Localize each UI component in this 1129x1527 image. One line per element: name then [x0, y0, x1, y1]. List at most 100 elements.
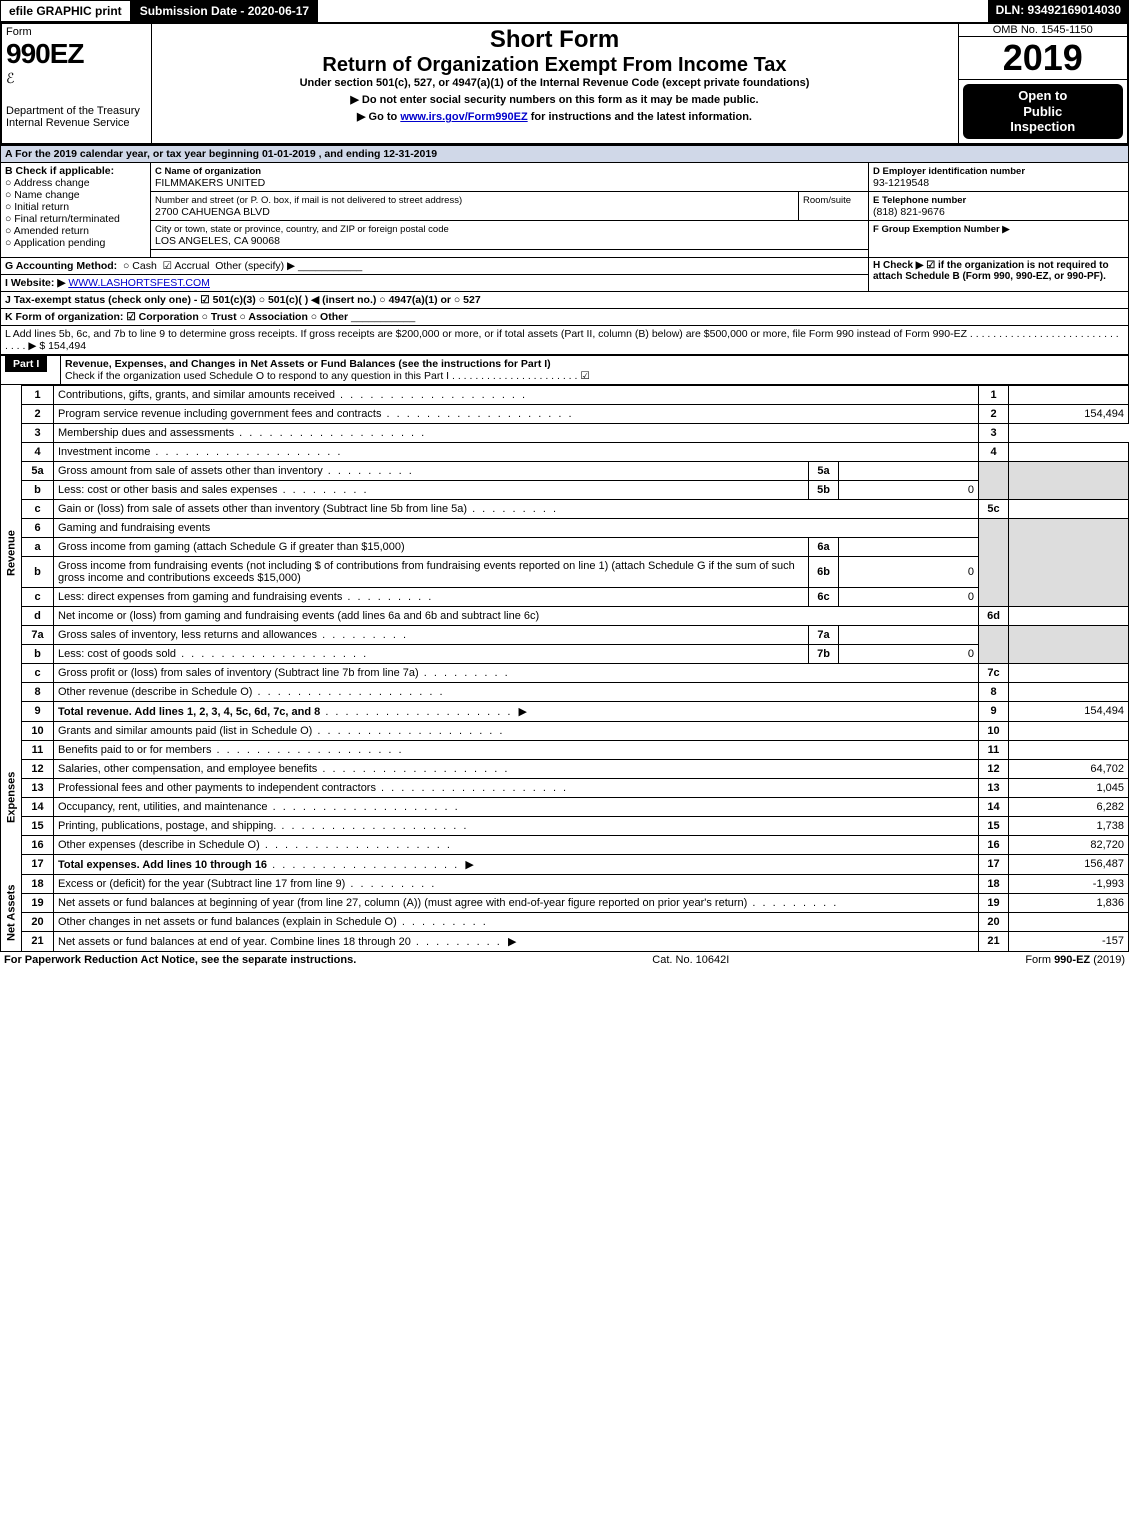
line-num: 1 [22, 385, 54, 404]
line-desc: Net income or (loss) from gaming and fun… [54, 606, 979, 625]
top-bar: efile GRAPHIC print Submission Date - 20… [0, 0, 1129, 22]
line-rnum: 5c [979, 499, 1009, 518]
arrow-icon: ▶ [508, 936, 516, 948]
arrow-icon: ▶ [465, 859, 473, 871]
line-num: d [22, 606, 54, 625]
line-rnum: 20 [979, 912, 1009, 931]
line-num: 7a [22, 625, 54, 644]
line-desc: Occupancy, rent, utilities, and maintena… [58, 801, 460, 813]
line-num: 16 [22, 835, 54, 854]
line-amt: 82,720 [1009, 835, 1129, 854]
topbar-spacer [318, 0, 987, 22]
chk-name-change[interactable]: Name change [5, 189, 80, 201]
ssn-warning: ▶ Do not enter social security numbers o… [156, 93, 954, 106]
f-label: F Group Exemption Number ▶ [873, 224, 1010, 235]
line-desc: Salaries, other compensation, and employ… [58, 763, 509, 775]
line-num: 6 [22, 518, 54, 537]
line-rnum: 19 [979, 893, 1009, 912]
line-num: 18 [22, 874, 54, 893]
line-amt: 154,494 [1009, 404, 1129, 423]
line-num: 2 [22, 404, 54, 423]
chk-initial-return[interactable]: Initial return [5, 201, 69, 213]
line-rnum: 15 [979, 816, 1009, 835]
line-num: b [22, 644, 54, 663]
sub-num: 5a [809, 461, 839, 480]
j-label: J Tax-exempt status (check only one) - ☑… [5, 294, 481, 306]
chk-application-pending[interactable]: Application pending [5, 237, 105, 249]
line-desc: Investment income [58, 446, 342, 458]
g-label: G Accounting Method: [5, 260, 117, 272]
line-num: b [22, 556, 54, 587]
line-rnum: 21 [979, 931, 1009, 951]
line-desc: Other revenue (describe in Schedule O) [58, 686, 445, 698]
line-desc: Net assets or fund balances at beginning… [58, 897, 747, 909]
chk-address-change[interactable]: Address change [5, 177, 90, 189]
line-rnum: 17 [979, 854, 1009, 874]
sub-num: 5b [809, 480, 839, 499]
efile-print-button[interactable]: efile GRAPHIC print [0, 0, 131, 22]
street-label: Number and street (or P. O. box, if mail… [155, 195, 462, 206]
line-desc: Gaming and fundraising events [54, 518, 979, 537]
expenses-vertical-label: Expenses [1, 721, 22, 874]
line-amt [1009, 385, 1129, 404]
line-num: c [22, 663, 54, 682]
line-num: 14 [22, 797, 54, 816]
form-ref: Form 990-EZ (2019) [1025, 954, 1125, 966]
dept-treasury: Department of the Treasury [6, 105, 147, 117]
line-rnum: 9 [979, 701, 1009, 721]
line-desc: Less: cost of goods sold [58, 648, 368, 660]
line-rnum: 10 [979, 721, 1009, 740]
open-public-inspection: Open to Public Inspection [963, 84, 1124, 139]
line-num: 3 [22, 423, 54, 442]
chk-amended-return[interactable]: Amended return [5, 225, 89, 237]
line-amt: 154,494 [1009, 701, 1129, 721]
sub-amt: 0 [839, 556, 979, 587]
line-desc: Gross sales of inventory, less returns a… [58, 629, 408, 641]
tax-year: 2019 [959, 37, 1128, 79]
submission-date-button[interactable]: Submission Date - 2020-06-17 [131, 0, 318, 22]
line-rnum: 16 [979, 835, 1009, 854]
line-rnum: 8 [979, 682, 1009, 701]
paperwork-notice: For Paperwork Reduction Act Notice, see … [4, 954, 356, 966]
line-num: a [22, 537, 54, 556]
line-desc: Total revenue. Add lines 1, 2, 3, 4, 5c,… [58, 706, 320, 718]
line-num: 13 [22, 778, 54, 797]
line-rnum: 1 [979, 385, 1009, 404]
website-link[interactable]: WWW.LASHORTSFEST.COM [68, 277, 210, 289]
line-amt: 1,045 [1009, 778, 1129, 797]
sub-amt: 0 [839, 480, 979, 499]
line-amt: -1,993 [1009, 874, 1129, 893]
line-num: 9 [22, 701, 54, 721]
g-cash[interactable]: ○ Cash [123, 260, 157, 272]
under-section: Under section 501(c), 527, or 4947(a)(1)… [156, 77, 954, 89]
line-num: 15 [22, 816, 54, 835]
city-label: City or town, state or province, country… [155, 224, 449, 235]
line-desc: Grants and similar amounts paid (list in… [58, 725, 504, 737]
d-label: D Employer identification number [873, 166, 1025, 177]
line-desc: Program service revenue including govern… [58, 408, 574, 420]
line-amt: 6,282 [1009, 797, 1129, 816]
sub-num: 6c [809, 587, 839, 606]
line-desc: Membership dues and assessments [58, 427, 426, 439]
line-desc: Gain or (loss) from sale of assets other… [58, 503, 558, 515]
l-label: L Add lines 5b, 6c, and 7b to line 9 to … [5, 328, 1119, 352]
i-label: I Website: ▶ [5, 277, 65, 289]
part1-heading: Revenue, Expenses, and Changes in Net As… [65, 358, 551, 370]
line-desc: Excess or (deficit) for the year (Subtra… [58, 878, 345, 890]
line-a-tax-year: A For the 2019 calendar year, or tax yea… [1, 145, 1129, 162]
line-amt [1009, 499, 1129, 518]
chk-final-return[interactable]: Final return/terminated [5, 213, 120, 225]
line-desc: Contributions, gifts, grants, and simila… [58, 389, 527, 401]
city-value: LOS ANGELES, CA 90068 [155, 235, 280, 247]
g-other[interactable]: Other (specify) ▶ [215, 260, 295, 272]
g-accrual[interactable]: ☑ Accrual [163, 260, 210, 272]
netassets-vertical-label: Net Assets [1, 874, 22, 951]
line-rnum: 11 [979, 740, 1009, 759]
line-rnum: 6d [979, 606, 1009, 625]
line-desc: Gross profit or (loss) from sales of inv… [58, 667, 510, 679]
sub-amt: 0 [839, 587, 979, 606]
form-number: 990EZ [6, 38, 147, 70]
line-num: 17 [22, 854, 54, 874]
lines-table: Revenue 1 Contributions, gifts, grants, … [0, 385, 1129, 952]
irs-link[interactable]: www.irs.gov/Form990EZ [400, 111, 527, 123]
